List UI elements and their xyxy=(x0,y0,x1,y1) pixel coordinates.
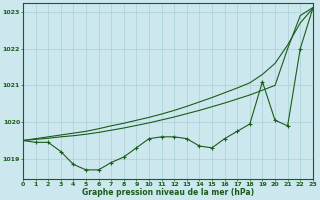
X-axis label: Graphe pression niveau de la mer (hPa): Graphe pression niveau de la mer (hPa) xyxy=(82,188,254,197)
